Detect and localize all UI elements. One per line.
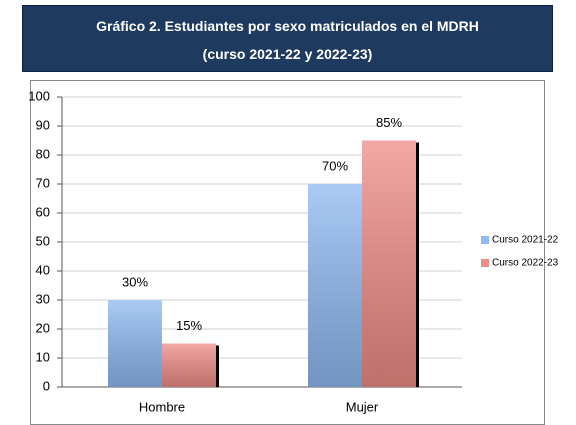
chart-title: Gráfico 2. Estudiantes por sexo matricul… bbox=[96, 18, 479, 34]
bar-shading bbox=[362, 140, 416, 387]
y-tick-label: 90 bbox=[36, 117, 50, 132]
y-tick-label: 0 bbox=[43, 378, 50, 393]
legend-swatch bbox=[481, 259, 489, 267]
y-tick-label: 50 bbox=[36, 233, 50, 248]
value-label: 15% bbox=[176, 318, 202, 333]
x-tick-label: Hombre bbox=[139, 399, 185, 414]
bar-shading bbox=[162, 343, 216, 387]
y-tick-label: 10 bbox=[36, 349, 50, 364]
legend-label: Curso 2022-23 bbox=[492, 258, 559, 269]
y-tick-label: 80 bbox=[36, 146, 50, 161]
y-tick-label: 30 bbox=[36, 291, 50, 306]
bar-shadow bbox=[416, 142, 419, 387]
x-tick-label: Mujer bbox=[346, 399, 379, 414]
bar-shading bbox=[108, 300, 162, 387]
bar-shading bbox=[308, 184, 362, 387]
chart-subtitle: (curso 2021-22 y 2022-23) bbox=[202, 46, 373, 62]
bar-shadow bbox=[216, 345, 219, 387]
y-tick-label: 60 bbox=[36, 204, 50, 219]
y-tick-label: 70 bbox=[36, 175, 50, 190]
header: Gráfico 2. Estudiantes por sexo matricul… bbox=[22, 5, 553, 72]
value-label: 30% bbox=[122, 274, 148, 289]
legend-label: Curso 2021-22 bbox=[492, 235, 559, 246]
legend-swatch bbox=[481, 236, 489, 244]
y-tick-label: 100 bbox=[28, 88, 50, 103]
value-label: 85% bbox=[376, 115, 402, 130]
y-tick-label: 20 bbox=[36, 320, 50, 335]
value-label: 70% bbox=[322, 158, 348, 173]
y-tick-label: 40 bbox=[36, 262, 50, 277]
